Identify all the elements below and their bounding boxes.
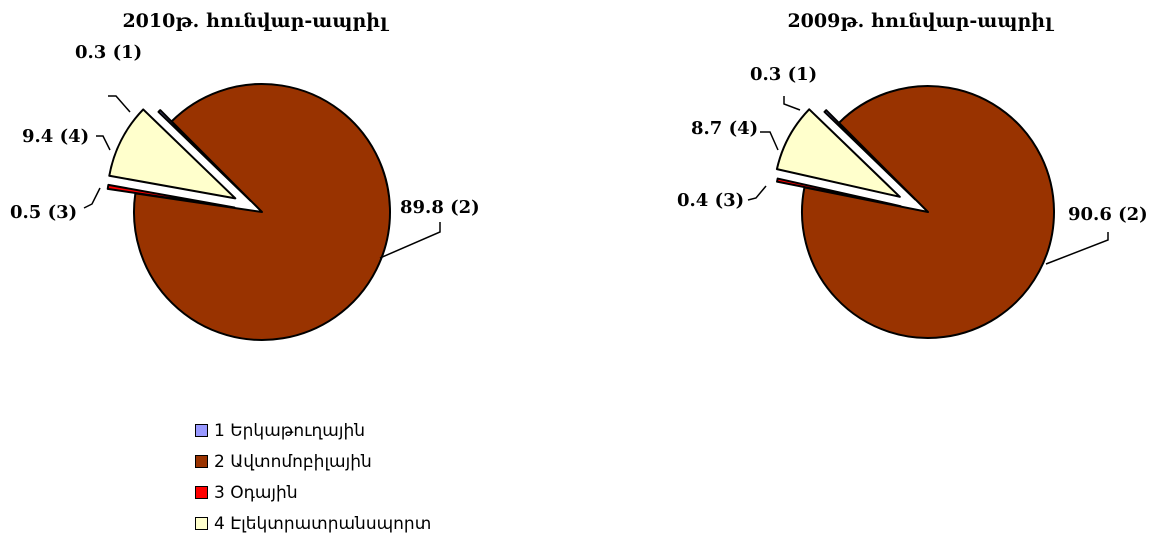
- chart-title: 2010թ. հունվար-ապրիլ: [122, 10, 390, 32]
- data-label-4: 9.4 (4): [22, 126, 89, 147]
- legend-label-railway: 1 Երկաթուղային: [214, 420, 365, 441]
- leader-line-2: [1045, 232, 1109, 265]
- pie-slice-2: [133, 83, 391, 341]
- leader-line-1: [783, 96, 801, 111]
- pie-chart-2: 2009թ. հունվար-ապրիլ 0.3 (1) 90.6 (2) 0.4 (…: [677, 10, 1148, 339]
- leader-line-1: [108, 95, 131, 113]
- chart-title: 2009թ. հունվար-ապրիլ: [787, 10, 1055, 32]
- legend-label-air: 3 Օդային: [214, 482, 298, 503]
- legend-item-air: 3 Օդային: [195, 477, 431, 508]
- pie-slice-4: [775, 108, 901, 198]
- pie-slice-3: [776, 177, 902, 208]
- legend-swatch-road: [195, 455, 208, 468]
- leader-line-4: [760, 131, 779, 151]
- data-label-4: 8.7 (4): [691, 118, 758, 139]
- legend-swatch-air: [195, 486, 208, 499]
- data-label-1: 0.3 (1): [750, 64, 817, 85]
- data-label-3: 0.4 (3): [677, 190, 744, 211]
- data-label-1: 0.3 (1): [75, 42, 142, 63]
- data-label-2: 90.6 (2): [1068, 204, 1148, 225]
- pie-slice-2: [801, 85, 1055, 339]
- leader-line-3: [83, 187, 101, 209]
- pie-slice-3: [106, 183, 236, 209]
- legend-item-electric: 4 Էլեկտրատրանսպորտ: [195, 508, 431, 539]
- data-label-3: 0.5 (3): [10, 202, 77, 223]
- legend: 1 Երկաթուղային 2 Ավտոմոբիլային 3 Օդային …: [195, 415, 431, 539]
- data-label-2: 89.8 (2): [400, 197, 480, 218]
- pie-slice-4: [108, 108, 237, 200]
- pie-chart-1: 2010թ. հունվար-ապրիլ 0.3 (1) 89.8 (2) 0.5 (…: [10, 10, 480, 341]
- leader-line-2: [379, 222, 441, 259]
- legend-item-road: 2 Ավտոմոբիլային: [195, 446, 431, 477]
- legend-item-railway: 1 Երկաթուղային: [195, 415, 431, 446]
- legend-label-electric: 4 Էլեկտրատրանսպորտ: [214, 513, 432, 534]
- legend-swatch-electric: [195, 517, 208, 530]
- leader-line-3: [747, 185, 767, 201]
- leader-line-4: [96, 135, 111, 151]
- legend-swatch-railway: [195, 424, 208, 437]
- legend-label-road: 2 Ավտոմոբիլային: [214, 451, 372, 472]
